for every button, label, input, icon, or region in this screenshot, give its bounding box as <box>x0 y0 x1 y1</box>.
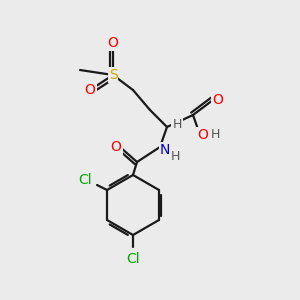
Text: Cl: Cl <box>78 173 92 187</box>
Text: H: H <box>170 151 180 164</box>
Text: O: O <box>198 128 208 142</box>
Text: H: H <box>172 118 182 130</box>
Text: H: H <box>210 128 220 142</box>
Text: O: O <box>108 36 118 50</box>
Text: O: O <box>213 93 224 107</box>
Text: O: O <box>111 140 122 154</box>
Text: N: N <box>160 143 170 157</box>
Text: O: O <box>85 83 95 97</box>
Text: S: S <box>109 68 117 82</box>
Text: Cl: Cl <box>126 252 140 266</box>
